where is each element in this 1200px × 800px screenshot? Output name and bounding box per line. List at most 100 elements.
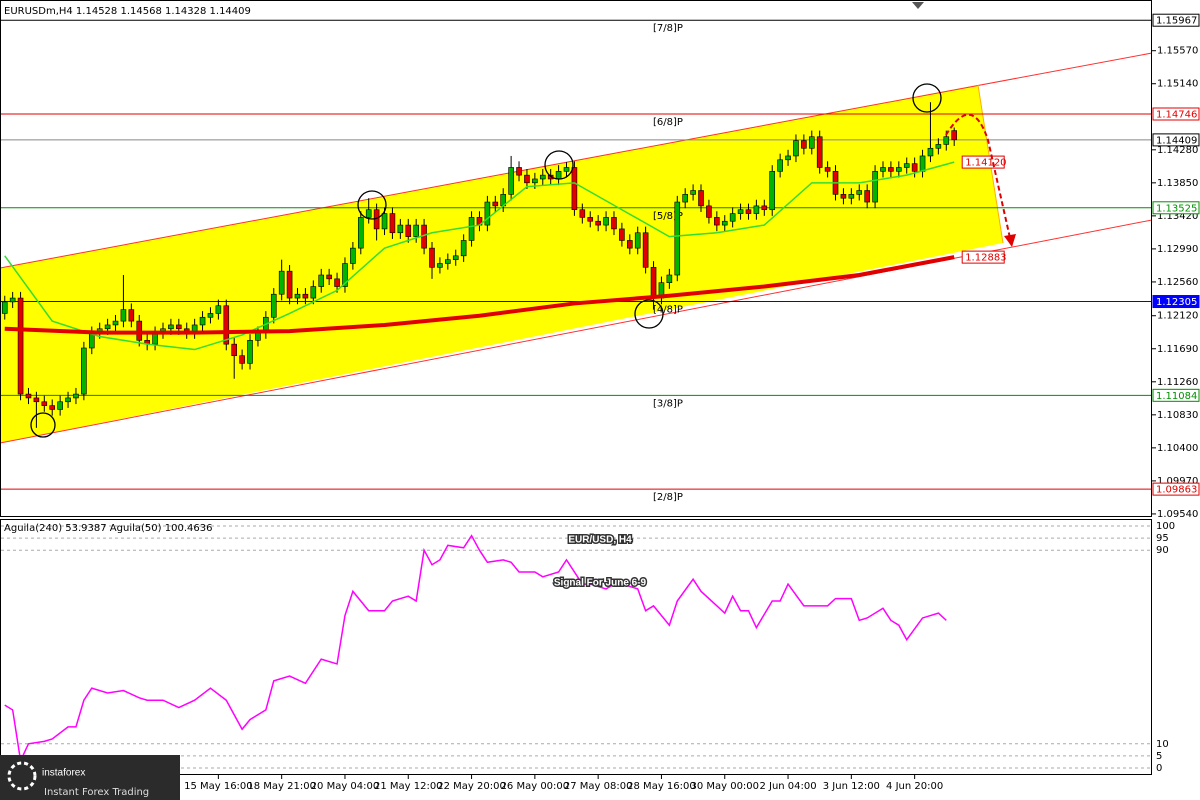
logo-icon <box>7 761 37 791</box>
y-tick-label: 1.10830 <box>1157 410 1198 421</box>
x-tick-label: 15 May 16:00 <box>184 781 253 792</box>
candle-body <box>270 293 277 318</box>
candle-body <box>785 155 791 161</box>
y-tick-label: 1.11260 <box>1157 377 1198 388</box>
candle-body <box>318 274 325 287</box>
level-price-box <box>1152 201 1200 215</box>
candle-body <box>445 259 451 264</box>
x-tick-label: 28 May 16:00 <box>627 781 696 792</box>
candle-body <box>25 393 32 399</box>
candle-body <box>690 190 696 195</box>
candle-body <box>334 278 340 287</box>
candle-body <box>761 205 768 211</box>
swing-circle <box>30 412 56 438</box>
y-tick-label: 1.11690 <box>1157 344 1198 355</box>
plot: [7/8]P [6/8]P [5/8]P [4/8]P [3/8]P [2/8]P <box>0 19 1152 503</box>
candle-body <box>397 224 404 234</box>
level-price: 1.09863 <box>1156 485 1197 496</box>
candle-body <box>674 201 681 276</box>
candle-body <box>539 174 546 180</box>
level-price: 1.15967 <box>1156 16 1197 27</box>
overlay-subtitle: Signal For June 6-9 <box>554 578 647 589</box>
candle-body <box>603 217 609 226</box>
candle-body <box>769 171 776 211</box>
candle-body <box>563 167 570 172</box>
x-tick-label: 26 May 00:00 <box>501 781 570 792</box>
x-tick-label: 4 Jun 20:00 <box>886 781 943 792</box>
ma-label-box <box>961 250 1005 264</box>
candle-body <box>73 393 79 399</box>
candle-body <box>357 217 364 249</box>
candle-body <box>579 209 586 218</box>
candle-body <box>215 305 222 314</box>
candle-body <box>816 136 823 168</box>
candle-body <box>745 209 752 214</box>
x-tick-label: 27 May 08:00 <box>564 781 633 792</box>
swing-circle <box>357 190 387 220</box>
candle-body <box>532 178 538 184</box>
level-label: [4/8]P <box>653 305 683 316</box>
candle-body <box>753 205 760 214</box>
level-price-box <box>1152 388 1200 402</box>
candle-body <box>801 140 807 149</box>
candle-body <box>714 217 720 226</box>
candle-body <box>508 167 514 195</box>
y-tick-label: 1.14280 <box>1157 145 1198 156</box>
candle-body <box>128 309 135 322</box>
level-label: [7/8]P <box>653 23 683 34</box>
ma-label: 1.14120 <box>965 158 1006 169</box>
candle-body <box>199 316 206 326</box>
channel-bottom <box>0 219 1152 444</box>
scroll-marker <box>912 2 924 9</box>
candle-body <box>587 217 594 222</box>
candle-body <box>389 213 396 234</box>
x-tick-label: 30 May 00:00 <box>690 781 759 792</box>
level-price: 1.11084 <box>1156 391 1197 402</box>
candle-body <box>413 224 419 237</box>
candle-body <box>104 324 111 330</box>
candle-body <box>81 347 87 395</box>
candle-body <box>927 147 934 157</box>
candle-body <box>808 136 815 149</box>
y-tick-label: 1.12120 <box>1157 311 1198 322</box>
y-tick-label: 1.12990 <box>1157 244 1198 255</box>
candle-body <box>41 401 48 406</box>
candle-body <box>120 309 127 322</box>
candle-body <box>903 163 910 168</box>
candle-body <box>524 174 530 184</box>
y-tick-label: 1.13420 <box>1157 211 1198 222</box>
candle-body <box>682 194 688 203</box>
y-tick-label: 1.09970 <box>1157 476 1198 487</box>
y-tick-label: 1.12560 <box>1157 277 1198 288</box>
level-price-box <box>1152 295 1200 309</box>
y-tick-label: 1.15570 <box>1157 46 1198 57</box>
candle-body <box>49 405 56 410</box>
candle-body <box>365 209 372 218</box>
candle-body <box>840 194 847 199</box>
level-label: [3/8]P <box>653 398 683 409</box>
y-tick-label: 1.10400 <box>1157 443 1198 454</box>
candle-body <box>460 240 467 257</box>
oscillator-tick-label: 90 <box>1156 545 1169 556</box>
level-label: [6/8]P <box>653 117 683 128</box>
candle-body <box>634 232 641 249</box>
candle-body <box>872 171 878 203</box>
candle-body <box>326 274 332 280</box>
candle-body <box>342 263 348 287</box>
swing-circle <box>634 299 664 329</box>
candle-body <box>17 297 24 395</box>
candle-body <box>350 247 356 264</box>
x-tick-label: 3 Jun 12:00 <box>823 781 880 792</box>
candle-body <box>294 293 301 299</box>
x-tick-label: 2 Jun 04:00 <box>759 781 816 792</box>
logo-box <box>0 755 180 800</box>
candle-body <box>286 270 293 299</box>
level-price-box <box>1152 13 1200 27</box>
candle-body <box>888 167 894 172</box>
x-tick-label: 18 May 21:00 <box>247 781 316 792</box>
candle-body <box>484 201 491 226</box>
candle-body <box>864 190 870 203</box>
oscillator-tick-label: 5 <box>1156 751 1162 762</box>
